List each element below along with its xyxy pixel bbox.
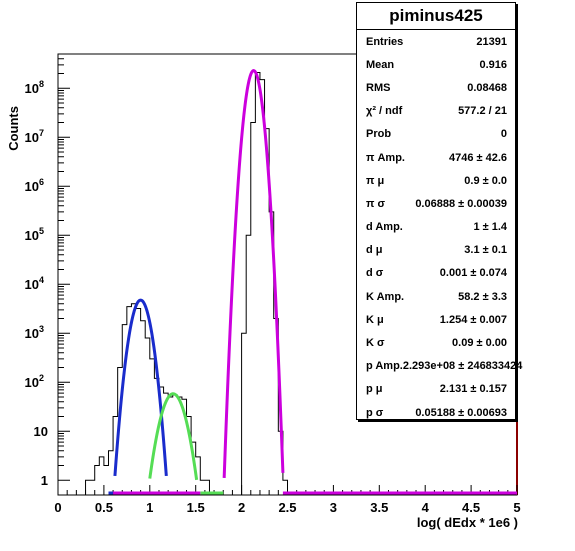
stats-value: 0.001 ± 0.074 <box>439 267 507 280</box>
stats-row: K Amp. 58.2 ± 3.3 <box>357 285 515 308</box>
stats-row: Entries 21391 <box>357 30 515 53</box>
stats-value: 4746 ± 42.6 <box>448 151 507 164</box>
stats-value: 0.05188 ± 0.00693 <box>415 406 507 419</box>
y-tick-label: 102 <box>25 373 44 390</box>
x-axis-title: log( dEdx * 1e6 ) <box>417 515 518 530</box>
stats-row: K σ 0.09 ± 0.00 <box>357 331 515 354</box>
y-tick-label: 1 <box>41 473 48 488</box>
x-tick-label: 1 <box>146 500 153 515</box>
x-tick-label: 3 <box>330 500 337 515</box>
stats-value: 0.9 ± 0.0 <box>464 174 507 187</box>
stats-value: 1 ± 1.4 <box>473 221 507 234</box>
stats-row: Prob 0 <box>357 123 515 146</box>
stats-row: π σ 0.06888 ± 0.00039 <box>357 192 515 215</box>
stats-label: d σ <box>366 267 384 280</box>
stats-row: π Amp. 4746 ± 42.6 <box>357 146 515 169</box>
stats-title: piminus425 <box>357 3 515 30</box>
stats-label: d μ <box>366 244 383 257</box>
stats-row: d μ 3.1 ± 0.1 <box>357 239 515 262</box>
stats-row: π μ 0.9 ± 0.0 <box>357 169 515 192</box>
stats-label: Mean <box>366 58 395 71</box>
stats-value: 58.2 ± 3.3 <box>458 290 507 303</box>
x-tick-label: 3.5 <box>370 500 388 515</box>
fit-curves <box>108 69 517 495</box>
stats-row: Mean 0.916 <box>357 53 515 76</box>
stats-label: π σ <box>366 197 386 210</box>
fit-curve-K <box>148 392 199 481</box>
fit-curve-p <box>222 69 285 478</box>
y-tick-label: 105 <box>25 226 44 243</box>
fit-curve-π <box>113 298 168 477</box>
stats-row: d Amp. 1 ± 1.4 <box>357 216 515 239</box>
x-tick-label: 5 <box>513 500 520 515</box>
stats-value: 2.293e+08 ± 246833424 <box>402 360 523 373</box>
y-tick-label: 108 <box>25 79 44 96</box>
stats-row: RMS 0.08468 <box>357 76 515 99</box>
stats-value: 0.08468 <box>467 81 507 94</box>
stats-label: K Amp. <box>366 290 405 303</box>
x-tick-label: 4 <box>422 500 430 515</box>
y-tick-label: 103 <box>25 324 44 341</box>
stats-row: p μ 2.131 ± 0.157 <box>357 378 515 401</box>
x-tick-label: 4.5 <box>462 500 480 515</box>
stats-label: π Amp. <box>366 151 405 164</box>
stats-value: 577.2 / 21 <box>458 105 507 118</box>
histogram-line <box>85 71 288 496</box>
stats-row: d σ 0.001 ± 0.074 <box>357 262 515 285</box>
stats-label: RMS <box>366 81 391 94</box>
stats-value: 0.916 <box>479 58 507 71</box>
stats-label: χ² / ndf <box>366 105 403 118</box>
stats-value: 21391 <box>476 35 507 48</box>
stats-label: K σ <box>366 337 385 350</box>
stats-label: K μ <box>366 313 384 326</box>
stats-row: p σ 0.05188 ± 0.00693 <box>357 401 515 424</box>
y-tick-label: 106 <box>25 177 44 194</box>
stats-value: 2.131 ± 0.157 <box>439 383 507 396</box>
x-tick-label: 2.5 <box>278 500 296 515</box>
stats-value: 0.06888 ± 0.00039 <box>415 197 507 210</box>
histogram <box>85 71 288 496</box>
stats-label: π μ <box>366 174 385 187</box>
stats-label: d Amp. <box>366 221 403 234</box>
stats-label: Prob <box>366 128 392 141</box>
stats-label: p μ <box>366 383 383 396</box>
stats-value: 0.09 ± 0.00 <box>452 337 507 350</box>
x-tick-label: 1.5 <box>187 500 205 515</box>
x-tick-label: 0 <box>54 500 61 515</box>
y-tick-label: 104 <box>25 275 44 292</box>
stats-rows: Entries 21391 Mean 0.916 RMS 0.08468 χ² / ndf 5… <box>357 30 522 424</box>
y-tick-label: 10 <box>34 424 48 439</box>
y-axis-title: Counts <box>6 106 21 151</box>
stats-label: p σ <box>366 406 384 419</box>
stats-value: 0 <box>500 128 507 141</box>
stats-row: K μ 1.254 ± 0.007 <box>357 308 515 331</box>
stats-row: p Amp. 2.293e+08 ± 246833424 <box>357 355 522 378</box>
y-tick-label: 107 <box>25 128 44 145</box>
stats-row: χ² / ndf 577.2 / 21 <box>357 100 515 123</box>
stats-label: Entries <box>366 35 404 48</box>
stats-box: piminus425 Entries 21391 Mean 0.916 RMS 0.084… <box>356 2 522 420</box>
x-tick-label: 2 <box>238 500 245 515</box>
stats-value: 3.1 ± 0.1 <box>464 244 507 257</box>
stats-label: p Amp. <box>366 360 403 373</box>
stats-value: 1.254 ± 0.007 <box>439 313 507 326</box>
x-tick-label: 0.5 <box>95 500 113 515</box>
